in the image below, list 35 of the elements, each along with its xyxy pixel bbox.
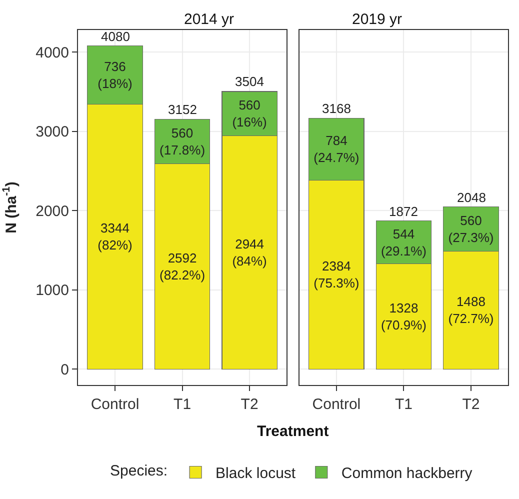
data-label: 560 (27.3%) — [448, 213, 494, 246]
chart-title: 2019 yr — [352, 11, 402, 28]
data-label: 784 (24.7%) — [314, 133, 360, 166]
data-label: 736 (18%) — [98, 59, 132, 91]
x-tick-label: Control — [90, 396, 140, 413]
x-axis-title: Treatment — [257, 423, 329, 440]
total-label: 3504 — [235, 74, 264, 89]
x-tick-label: T1 — [394, 396, 412, 413]
data-label: 1488 (72.7%) — [448, 294, 494, 326]
data-label: 2384 (75.3%) — [314, 258, 360, 291]
x-tick-label: T1 — [174, 396, 192, 413]
total-label: 3152 — [168, 102, 197, 117]
x-tick-label: T2 — [462, 396, 480, 413]
y-tick-label: 3000 — [36, 124, 69, 141]
total-label: 4080 — [101, 29, 130, 44]
data-label: 1328 (70.9%) — [380, 300, 426, 332]
legend-label: Black locust — [216, 465, 296, 482]
total-label: 1872 — [389, 204, 418, 219]
chart-title: 2014 yr — [184, 11, 234, 28]
x-tick-label: Control — [312, 396, 361, 413]
y-tick-label: 4000 — [36, 44, 69, 62]
data-label: 560 (16%) — [232, 98, 267, 130]
data-label: 3344 (82%) — [98, 220, 132, 253]
data-label: 544 (29.1%) — [380, 226, 426, 258]
data-label: 2592 (82.2%) — [160, 250, 206, 282]
y-tick-label: 1000 — [36, 282, 69, 300]
legend-title: Species: — [110, 462, 168, 480]
y-tick-label: 0 — [60, 361, 69, 378]
data-label: 560 (17.8%) — [160, 126, 206, 158]
data-label: 2944 (84%) — [232, 236, 267, 268]
y-tick-label: 2000 — [36, 202, 69, 220]
total-label: 2048 — [457, 190, 486, 205]
x-tick-label: T2 — [240, 396, 258, 413]
total-label: 3168 — [322, 101, 351, 116]
legend-label: Common hackberry — [341, 465, 473, 482]
